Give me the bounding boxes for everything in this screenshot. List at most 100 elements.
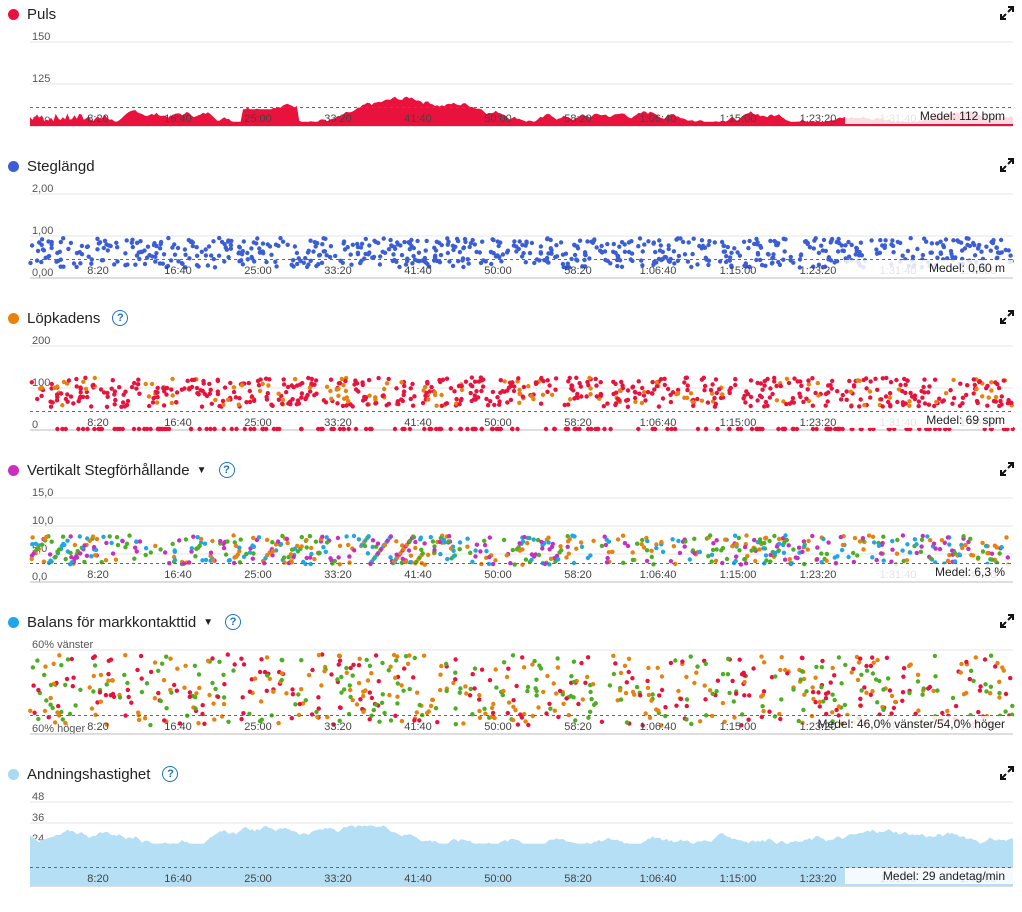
- data-point: [714, 538, 719, 543]
- data-point: [680, 659, 685, 664]
- x-tick-label: 16:40: [164, 873, 192, 885]
- data-point: [158, 239, 164, 245]
- data-point: [448, 386, 454, 391]
- expand-icon[interactable]: [1000, 158, 1014, 172]
- data-point: [951, 238, 956, 243]
- data-point: [113, 557, 119, 562]
- data-point: [468, 390, 473, 396]
- data-point: [743, 400, 748, 405]
- data-point: [192, 663, 198, 668]
- data-point: [939, 538, 945, 543]
- data-point: [35, 658, 40, 663]
- data-point: [879, 397, 884, 402]
- data-point: [640, 537, 645, 543]
- data-point: [138, 239, 143, 244]
- data-point: [410, 403, 416, 408]
- data-point: [115, 245, 120, 250]
- data-point: [510, 717, 516, 723]
- data-point: [472, 379, 478, 384]
- data-point: [389, 243, 395, 249]
- average-badge: [845, 716, 1013, 732]
- help-icon[interactable]: ?: [112, 310, 129, 326]
- data-point: [95, 236, 100, 241]
- data-point: [783, 667, 788, 673]
- data-point: [1000, 665, 1005, 670]
- data-point: [710, 547, 716, 553]
- data-point: [765, 251, 771, 257]
- data-point: [510, 547, 515, 553]
- data-point: [28, 260, 33, 266]
- data-point: [639, 400, 645, 406]
- data-point: [868, 395, 873, 400]
- data-point: [873, 376, 878, 381]
- data-point: [39, 393, 44, 399]
- data-point: [52, 720, 58, 725]
- data-point: [744, 533, 749, 538]
- data-point: [308, 561, 313, 567]
- data-point: [742, 544, 748, 550]
- panel-header: Vertikalt Stegförhållande ▼?: [8, 460, 235, 480]
- data-point: [358, 697, 363, 702]
- series-dot-icon: [8, 160, 19, 172]
- data-point: [795, 379, 800, 384]
- data-point: [445, 242, 450, 247]
- data-point: [346, 426, 351, 432]
- data-point: [446, 539, 451, 544]
- data-point: [61, 264, 66, 269]
- data-point: [614, 390, 619, 395]
- data-point: [988, 248, 993, 253]
- chart-plot: 2,001,000,00 8:20 16:40 25:00 33:20 41:40 50:0…: [28, 183, 1014, 279]
- data-point: [122, 672, 127, 678]
- chevron-down-icon[interactable]: ▼: [203, 616, 214, 628]
- data-point: [547, 383, 552, 388]
- data-point: [843, 662, 848, 668]
- help-icon[interactable]: ?: [162, 766, 179, 782]
- data-point: [798, 677, 803, 682]
- data-point: [802, 561, 807, 567]
- data-point: [760, 704, 765, 709]
- data-point: [811, 264, 816, 269]
- data-point: [596, 426, 601, 432]
- data-point: [308, 389, 313, 394]
- data-point: [713, 558, 719, 563]
- data-point: [789, 561, 794, 566]
- average-badge: [845, 564, 1013, 580]
- x-tick-label: 58:20: [564, 569, 592, 581]
- data-point: [699, 398, 705, 403]
- data-point: [799, 655, 805, 660]
- data-point: [650, 692, 655, 697]
- panel-title: Balans för markkontakttid: [27, 613, 197, 631]
- data-point: [316, 695, 321, 700]
- data-point: [373, 401, 378, 406]
- data-point: [71, 675, 76, 680]
- data-point: [920, 692, 925, 697]
- data-point: [753, 558, 758, 564]
- data-point: [423, 260, 428, 265]
- expand-icon[interactable]: [1000, 462, 1014, 476]
- data-point: [553, 254, 558, 260]
- expand-icon[interactable]: [1000, 310, 1014, 324]
- data-point: [560, 252, 566, 257]
- data-point: [196, 392, 201, 397]
- data-point: [601, 404, 606, 409]
- data-point: [493, 667, 498, 672]
- data-point: [323, 549, 328, 554]
- data-point: [791, 426, 796, 432]
- data-point: [95, 247, 100, 252]
- help-icon[interactable]: ?: [218, 462, 235, 478]
- data-point: [810, 426, 816, 432]
- data-point: [617, 244, 622, 249]
- chevron-down-icon[interactable]: ▼: [196, 464, 207, 476]
- data-point: [202, 721, 207, 726]
- data-point: [752, 537, 757, 543]
- expand-icon[interactable]: [1000, 6, 1014, 20]
- data-point: [599, 543, 605, 549]
- data-point: [136, 377, 141, 382]
- expand-icon[interactable]: [1000, 766, 1014, 780]
- data-point: [810, 689, 816, 695]
- data-point: [702, 388, 707, 393]
- data-point: [915, 672, 921, 677]
- help-icon[interactable]: ?: [225, 614, 242, 630]
- expand-icon[interactable]: [1000, 614, 1014, 628]
- data-point: [43, 664, 48, 669]
